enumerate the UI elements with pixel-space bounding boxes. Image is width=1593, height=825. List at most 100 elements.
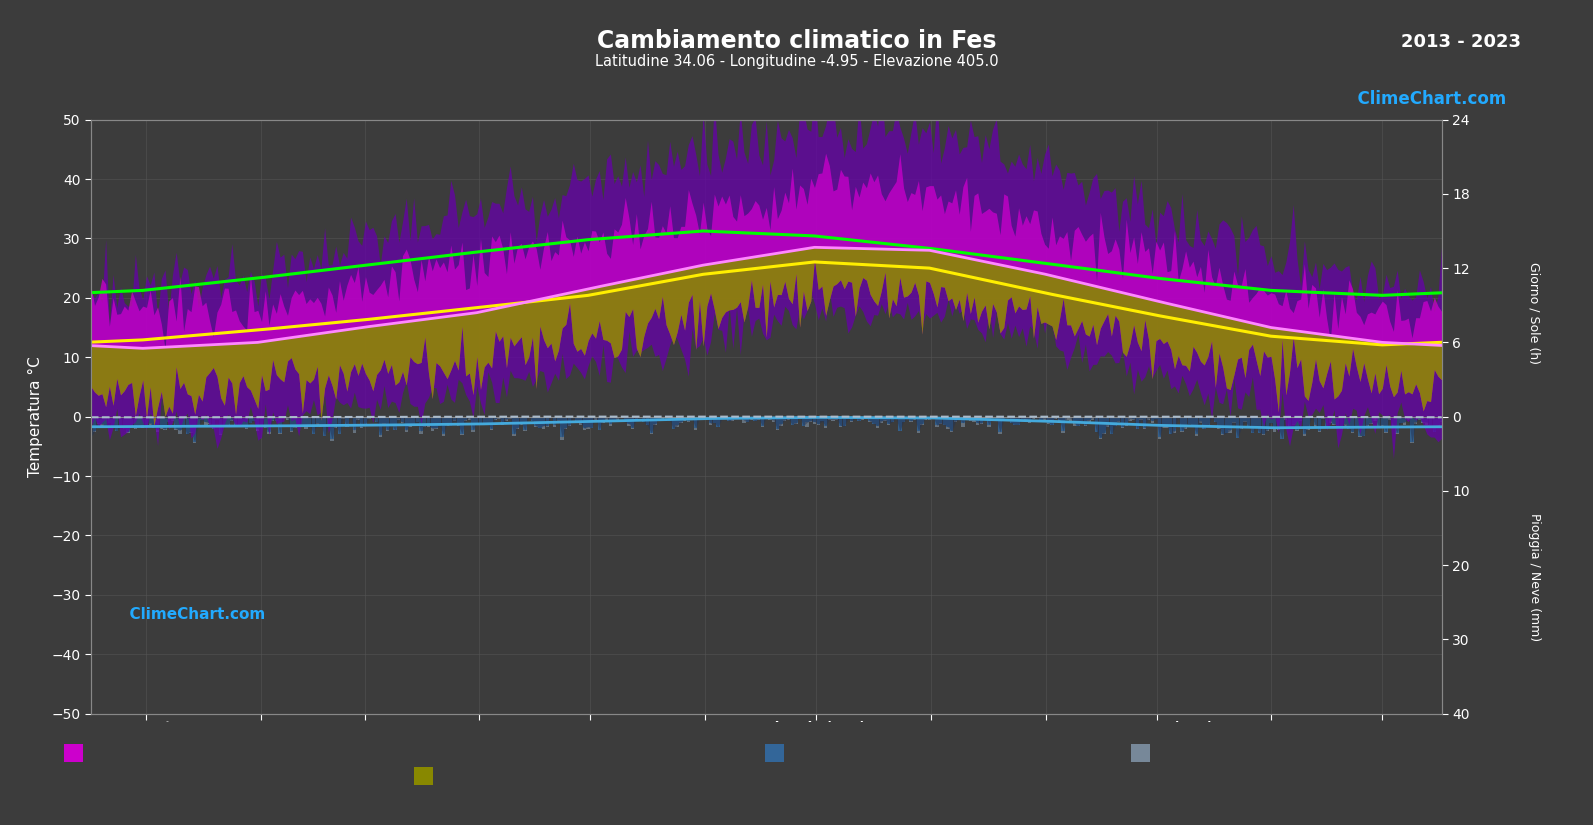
Bar	[137, 417, 140, 425]
Bar	[307, 417, 311, 425]
Bar	[104, 417, 107, 427]
Bar	[1133, 419, 1136, 420]
Bar	[865, 417, 868, 419]
Bar	[675, 425, 679, 427]
Bar	[505, 417, 508, 419]
Bar	[809, 421, 812, 422]
Bar	[145, 417, 148, 425]
Bar	[623, 417, 628, 422]
Bar	[828, 417, 832, 419]
Bar	[508, 417, 511, 418]
Bar	[494, 417, 497, 418]
Bar	[679, 417, 682, 422]
Bar	[1351, 432, 1354, 433]
Bar	[1270, 417, 1273, 422]
Bar	[1043, 417, 1047, 418]
Bar	[475, 423, 478, 425]
Bar	[215, 417, 218, 420]
Bar	[887, 424, 890, 426]
Bar	[190, 417, 193, 431]
Bar	[787, 417, 790, 419]
Bar	[193, 417, 196, 442]
Bar	[1254, 417, 1258, 427]
Bar	[175, 429, 178, 430]
Bar	[119, 417, 123, 427]
Bar	[601, 420, 605, 423]
Bar	[1403, 417, 1407, 422]
Bar	[817, 424, 820, 425]
Bar	[927, 417, 932, 419]
Bar	[1303, 417, 1306, 434]
Bar	[234, 417, 237, 426]
Bar	[319, 425, 322, 427]
Bar	[1192, 417, 1195, 427]
Bar	[709, 417, 712, 423]
Bar	[1066, 417, 1069, 420]
Bar	[100, 424, 104, 427]
Bar	[675, 417, 679, 425]
Bar	[1058, 420, 1061, 421]
Bar	[616, 418, 620, 420]
Bar	[1058, 417, 1061, 420]
Bar	[229, 420, 234, 421]
Bar	[271, 417, 274, 420]
Bar	[1276, 428, 1281, 430]
Bar	[190, 431, 193, 433]
Bar	[1195, 434, 1198, 436]
Bar	[1088, 417, 1091, 421]
Bar	[516, 417, 519, 427]
Bar	[1200, 421, 1203, 422]
Bar	[879, 421, 883, 423]
Bar	[1214, 417, 1217, 422]
Bar	[712, 417, 715, 422]
Bar	[1418, 417, 1421, 419]
Text: Intervallo min / max per giorno: Intervallo min / max per giorno	[88, 746, 272, 759]
Bar	[408, 424, 411, 427]
Bar	[851, 421, 854, 422]
Bar	[546, 417, 550, 426]
Bar	[1281, 417, 1284, 439]
Bar	[382, 417, 386, 423]
Bar	[1384, 417, 1388, 431]
Bar	[894, 417, 898, 418]
Text: Pioggia per giorno: Pioggia per giorno	[789, 746, 895, 759]
Bar	[1295, 430, 1298, 431]
Bar	[1061, 417, 1064, 431]
Bar	[1314, 426, 1317, 427]
Bar	[1206, 417, 1209, 427]
Text: —  Media mensile: — Media mensile	[765, 769, 870, 782]
Bar	[768, 419, 771, 420]
Bar	[519, 417, 523, 423]
Bar	[773, 420, 776, 422]
Bar	[1099, 417, 1102, 438]
Bar	[204, 422, 207, 425]
Bar	[969, 417, 972, 420]
Bar	[1228, 417, 1231, 431]
Bar	[656, 417, 660, 420]
Bar	[374, 417, 378, 422]
Bar	[175, 417, 178, 429]
Bar	[542, 426, 545, 429]
Bar	[1161, 424, 1164, 428]
Bar	[1415, 422, 1418, 424]
Bar	[1222, 435, 1225, 436]
Bar	[1032, 417, 1035, 418]
Bar	[164, 417, 167, 429]
Bar	[1150, 417, 1153, 421]
Bar	[723, 417, 726, 419]
Bar	[1147, 417, 1150, 418]
Bar	[449, 417, 452, 426]
Bar	[1102, 433, 1106, 434]
Bar	[153, 417, 156, 427]
Bar	[843, 417, 846, 427]
Bar	[999, 417, 1002, 432]
Text: ClimeChart.com: ClimeChart.com	[1346, 90, 1507, 108]
Bar	[357, 417, 360, 418]
Bar	[323, 417, 327, 436]
Bar	[1217, 417, 1220, 428]
Bar	[784, 417, 787, 420]
Bar	[1437, 425, 1440, 426]
Bar	[683, 418, 687, 421]
Bar	[148, 417, 151, 423]
Bar	[854, 417, 857, 418]
